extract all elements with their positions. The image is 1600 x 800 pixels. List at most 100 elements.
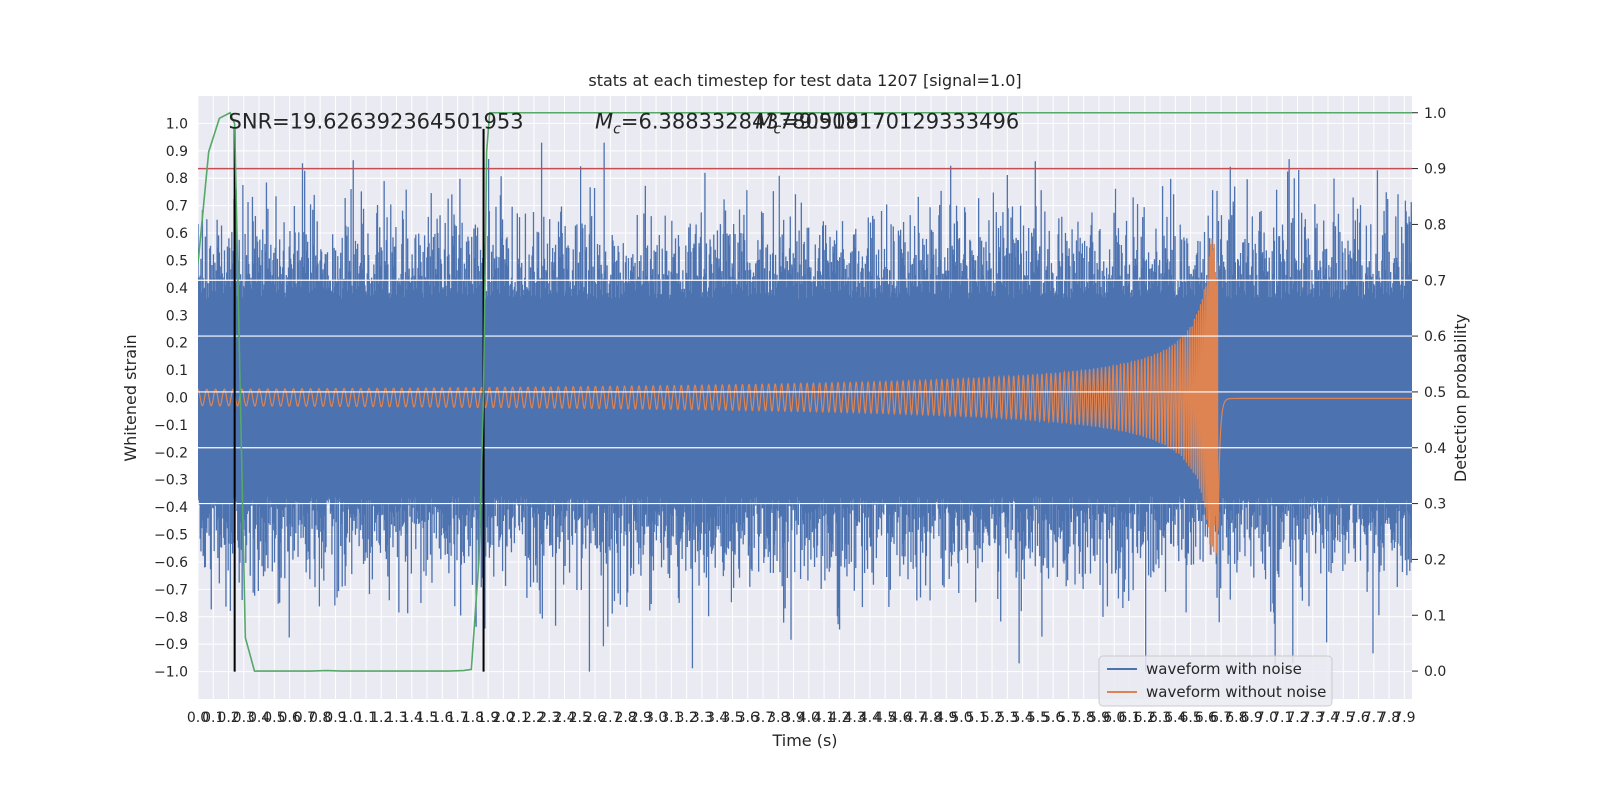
x-tick-label-49: 4.9 bbox=[935, 710, 957, 726]
series-waveform-without-noise bbox=[198, 238, 1412, 557]
x-tick-label-37: 3.7 bbox=[752, 710, 774, 726]
y2-tick-label-3: 0.3 bbox=[1424, 497, 1446, 513]
x-tick-label-70: 7.0 bbox=[1256, 710, 1278, 726]
x-tick-label-21: 2.1 bbox=[508, 710, 530, 726]
y-tick-label-4: −0.6 bbox=[154, 555, 188, 571]
x-tick-label-27: 2.7 bbox=[599, 710, 621, 726]
x-tick-label-9: 0.9 bbox=[324, 710, 346, 726]
x-tick-label-42: 4.2 bbox=[828, 710, 850, 726]
x-tick-label-69: 6.9 bbox=[1241, 710, 1263, 726]
x-tick-label-48: 4.8 bbox=[920, 710, 942, 726]
x-tick-label-19: 1.9 bbox=[477, 710, 499, 726]
y-tick-label-17: 0.7 bbox=[166, 199, 188, 215]
x-tick-label-63: 6.3 bbox=[1149, 710, 1171, 726]
x-tick-label-2: 0.2 bbox=[217, 710, 239, 726]
x-tick-label-61: 6.1 bbox=[1118, 710, 1140, 726]
x-tick-label-75: 7.5 bbox=[1332, 710, 1354, 726]
y2-tick-label-10: 1.0 bbox=[1424, 106, 1446, 122]
x-tick-label-20: 2.0 bbox=[492, 710, 514, 726]
x-tick-label-74: 7.4 bbox=[1317, 710, 1339, 726]
x-tick-label-10: 1.0 bbox=[340, 710, 362, 726]
y-tick-label-14: 0.4 bbox=[166, 281, 188, 297]
x-tick-label-39: 3.9 bbox=[782, 710, 804, 726]
x-tick-label-53: 5.3 bbox=[996, 710, 1018, 726]
x-tick-label-68: 6.8 bbox=[1225, 710, 1247, 726]
x-tick-label-72: 7.2 bbox=[1286, 710, 1308, 726]
y2-tick-label-1: 0.1 bbox=[1424, 608, 1446, 624]
y2-tick-label-7: 0.7 bbox=[1424, 273, 1446, 289]
x-tick-label-30: 3.0 bbox=[645, 710, 667, 726]
x-axis-label: Time (s) bbox=[771, 731, 837, 750]
x-tick-label-40: 4.0 bbox=[798, 710, 820, 726]
detection-probability-line bbox=[198, 111, 1412, 672]
y-tick-label-11: 0.1 bbox=[166, 363, 188, 379]
x-tick-label-46: 4.6 bbox=[889, 710, 911, 726]
y-tick-label-19: 0.9 bbox=[166, 144, 188, 160]
x-tick-label-15: 1.5 bbox=[416, 710, 438, 726]
x-tick-label-22: 2.2 bbox=[523, 710, 545, 726]
y-tick-label-2: −0.8 bbox=[154, 610, 188, 626]
x-tick-label-0: 0.0 bbox=[187, 710, 209, 726]
x-tick-label-58: 5.8 bbox=[1073, 710, 1095, 726]
chart-title: stats at each timestep for test data 120… bbox=[588, 71, 1021, 90]
x-tick-label-78: 7.8 bbox=[1378, 710, 1400, 726]
y-tick-label-3: −0.7 bbox=[154, 582, 188, 598]
x-tick-label-66: 6.6 bbox=[1195, 710, 1217, 726]
x-tick-label-25: 2.5 bbox=[569, 710, 591, 726]
x-tick-label-24: 2.4 bbox=[553, 710, 575, 726]
x-tick-label-56: 5.6 bbox=[1042, 710, 1064, 726]
x-tick-label-23: 2.3 bbox=[538, 710, 560, 726]
x-tick-label-73: 7.3 bbox=[1302, 710, 1324, 726]
y2-tick-label-5: 0.5 bbox=[1424, 385, 1446, 401]
y-tick-label-16: 0.6 bbox=[166, 226, 188, 242]
x-tick-label-57: 5.7 bbox=[1057, 710, 1079, 726]
x-axis-ticks: 0.00.10.20.30.40.50.60.70.80.91.01.11.21… bbox=[187, 710, 1416, 726]
y2-tick-label-0: 0.0 bbox=[1424, 664, 1446, 680]
x-tick-label-8: 0.8 bbox=[309, 710, 331, 726]
y-tick-label-15: 0.5 bbox=[166, 253, 188, 269]
x-tick-label-14: 1.4 bbox=[401, 710, 423, 726]
y2-axis-label: Detection probability bbox=[1451, 314, 1470, 482]
x-tick-label-62: 6.2 bbox=[1134, 710, 1156, 726]
y-tick-label-9: −0.1 bbox=[154, 418, 188, 434]
series-detection-probability bbox=[198, 111, 1412, 672]
x-tick-label-71: 7.1 bbox=[1271, 710, 1293, 726]
right-axis-grid bbox=[198, 279, 1412, 505]
y2-tick-label-6: 0.6 bbox=[1424, 329, 1446, 345]
legend: waveform with noise waveform without nois… bbox=[1098, 655, 1333, 707]
x-tick-label-6: 0.6 bbox=[278, 710, 300, 726]
x-tick-label-79: 7.9 bbox=[1393, 710, 1415, 726]
y-axis-ticks: −1.0 −0.9 −0.8 −0.7 −0.6 −0.5 −0.4 −0.3 −0.2 −0.1… bbox=[154, 116, 188, 680]
x-tick-label-31: 3.1 bbox=[660, 710, 682, 726]
x-tick-label-65: 6.5 bbox=[1179, 710, 1201, 726]
x-tick-label-64: 6.4 bbox=[1164, 710, 1186, 726]
x-tick-label-41: 4.1 bbox=[813, 710, 835, 726]
x-tick-label-38: 3.8 bbox=[767, 710, 789, 726]
annotations: SNR=19.626392364501953 Mc=6.3883328437805… bbox=[229, 109, 1020, 137]
legend-label-0: waveform with noise bbox=[1146, 660, 1302, 678]
x-tick-label-47: 4.7 bbox=[905, 710, 927, 726]
x-tick-label-76: 7.6 bbox=[1347, 710, 1369, 726]
x-tick-label-17: 1.7 bbox=[446, 710, 468, 726]
x-tick-label-51: 5.1 bbox=[966, 710, 988, 726]
x-tick-label-67: 6.7 bbox=[1210, 710, 1232, 726]
x-tick-label-60: 6.0 bbox=[1103, 710, 1125, 726]
x-tick-label-55: 5.5 bbox=[1027, 710, 1049, 726]
y2-tick-label-9: 0.9 bbox=[1424, 162, 1446, 178]
y-tick-label-0: −1.0 bbox=[154, 665, 188, 681]
y-tick-label-7: −0.3 bbox=[154, 473, 188, 489]
y-tick-label-8: −0.2 bbox=[154, 445, 188, 461]
x-tick-label-7: 0.7 bbox=[294, 710, 316, 726]
y2-tick-label-4: 0.4 bbox=[1424, 441, 1446, 457]
x-tick-label-16: 1.6 bbox=[431, 710, 453, 726]
y-tick-label-12: 0.2 bbox=[166, 336, 188, 352]
x-tick-label-4: 0.4 bbox=[248, 710, 270, 726]
annotation-1: Mc=6.388332843780518 bbox=[595, 109, 859, 137]
legend-label-1: waveform without noise bbox=[1146, 683, 1326, 701]
y-tick-label-13: 0.3 bbox=[166, 308, 188, 324]
x-tick-label-50: 5.0 bbox=[950, 710, 972, 726]
x-tick-label-35: 3.5 bbox=[721, 710, 743, 726]
x-tick-label-29: 2.9 bbox=[630, 710, 652, 726]
x-tick-label-45: 4.5 bbox=[874, 710, 896, 726]
